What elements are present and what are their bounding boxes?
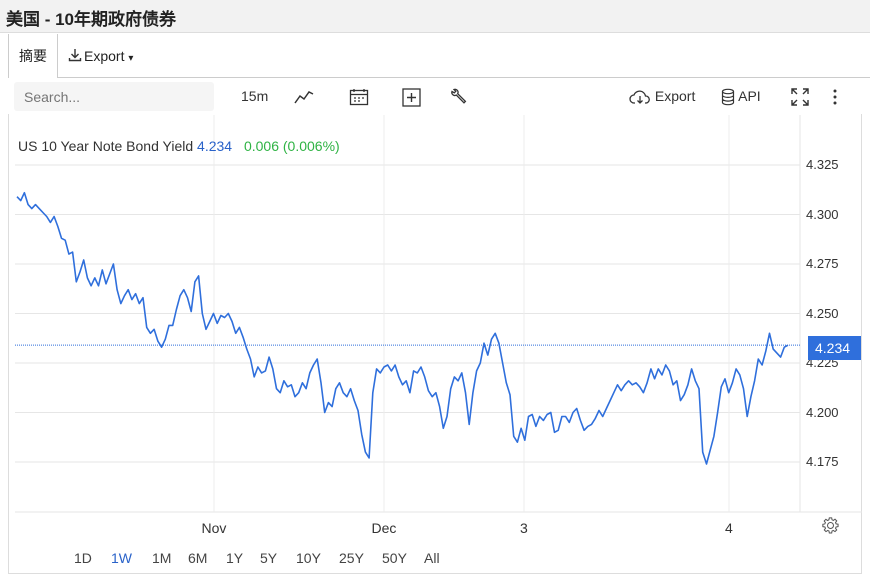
y-tick-label: 4.200 — [806, 404, 839, 420]
range-button[interactable]: 25Y — [339, 550, 364, 566]
range-button[interactable]: 10Y — [296, 550, 321, 566]
range-selector: 1D 1W 1M 6M 1Y 5Y 10Y 25Y 50Y All — [8, 540, 862, 574]
chart-settings-gear-icon[interactable] — [822, 517, 839, 539]
legend-series-name: US 10 Year Note Bond Yield — [18, 138, 194, 154]
chart-frame — [8, 78, 862, 574]
tab-summary[interactable]: 摘要 — [8, 34, 58, 79]
range-button[interactable]: 1W — [111, 550, 132, 566]
y-tick-label: 4.300 — [806, 206, 839, 222]
tab-bar: 摘要 Export ▾ — [8, 34, 870, 79]
database-icon — [721, 88, 735, 106]
legend-last-value: 4.234 — [197, 138, 233, 154]
y-tick-label: 4.325 — [806, 157, 839, 172]
download-icon — [68, 35, 84, 79]
legend-change: 0.006 (0.006%) — [243, 138, 340, 154]
wrench-icon — [449, 88, 467, 105]
range-button[interactable]: 1Y — [226, 550, 244, 566]
more-vertical-icon — [832, 88, 838, 105]
calendar-icon — [349, 88, 369, 106]
api-label: API — [738, 88, 761, 104]
y-tick-label: 4.175 — [806, 454, 839, 469]
tools-button[interactable] — [449, 78, 467, 114]
y-tick-label: 4.275 — [806, 256, 839, 271]
x-tick-label: 4 — [725, 520, 733, 536]
x-tick-label: Nov — [201, 520, 227, 536]
chart-toolbar: 15m Export API — [8, 78, 862, 114]
current-price-tag: 4.234 — [808, 336, 861, 360]
range-button[interactable]: 6M — [188, 550, 208, 566]
chart-legend: US 10 Year Note Bond Yield 4.234 0.006 (… — [18, 138, 340, 154]
chart-export-button[interactable]: Export — [629, 78, 695, 114]
chart-export-label: Export — [654, 88, 696, 104]
line-chart-icon — [294, 88, 314, 104]
interval-button[interactable]: 15m — [241, 88, 269, 104]
x-tick-label: Dec — [371, 520, 397, 536]
fullscreen-button[interactable] — [790, 78, 810, 114]
y-tick-label: 4.250 — [806, 305, 839, 321]
fullscreen-icon — [790, 88, 810, 106]
tab-export-label: Export — [84, 48, 125, 64]
more-menu-button[interactable] — [832, 78, 838, 114]
search-input[interactable] — [14, 82, 214, 111]
chart-type-button[interactable] — [294, 78, 314, 114]
range-button[interactable]: 5Y — [260, 550, 278, 566]
add-indicator-button[interactable] — [402, 78, 421, 114]
api-button[interactable]: API — [721, 78, 761, 114]
tab-export[interactable]: Export ▾ — [68, 34, 133, 78]
caret-down-icon: ▾ — [128, 53, 134, 64]
range-button[interactable]: All — [424, 550, 440, 566]
date-range-button[interactable] — [349, 78, 369, 114]
range-button[interactable]: 1D — [74, 550, 92, 566]
plus-square-icon — [402, 88, 421, 107]
x-tick-label: 3 — [520, 520, 528, 536]
range-button[interactable]: 50Y — [382, 550, 407, 566]
cloud-download-icon — [629, 88, 651, 105]
page-title: 美国 - 10年期政府债券 — [6, 10, 177, 29]
title-bar: 美国 - 10年期政府债券 — [0, 0, 870, 33]
range-button[interactable]: 1M — [152, 550, 172, 566]
